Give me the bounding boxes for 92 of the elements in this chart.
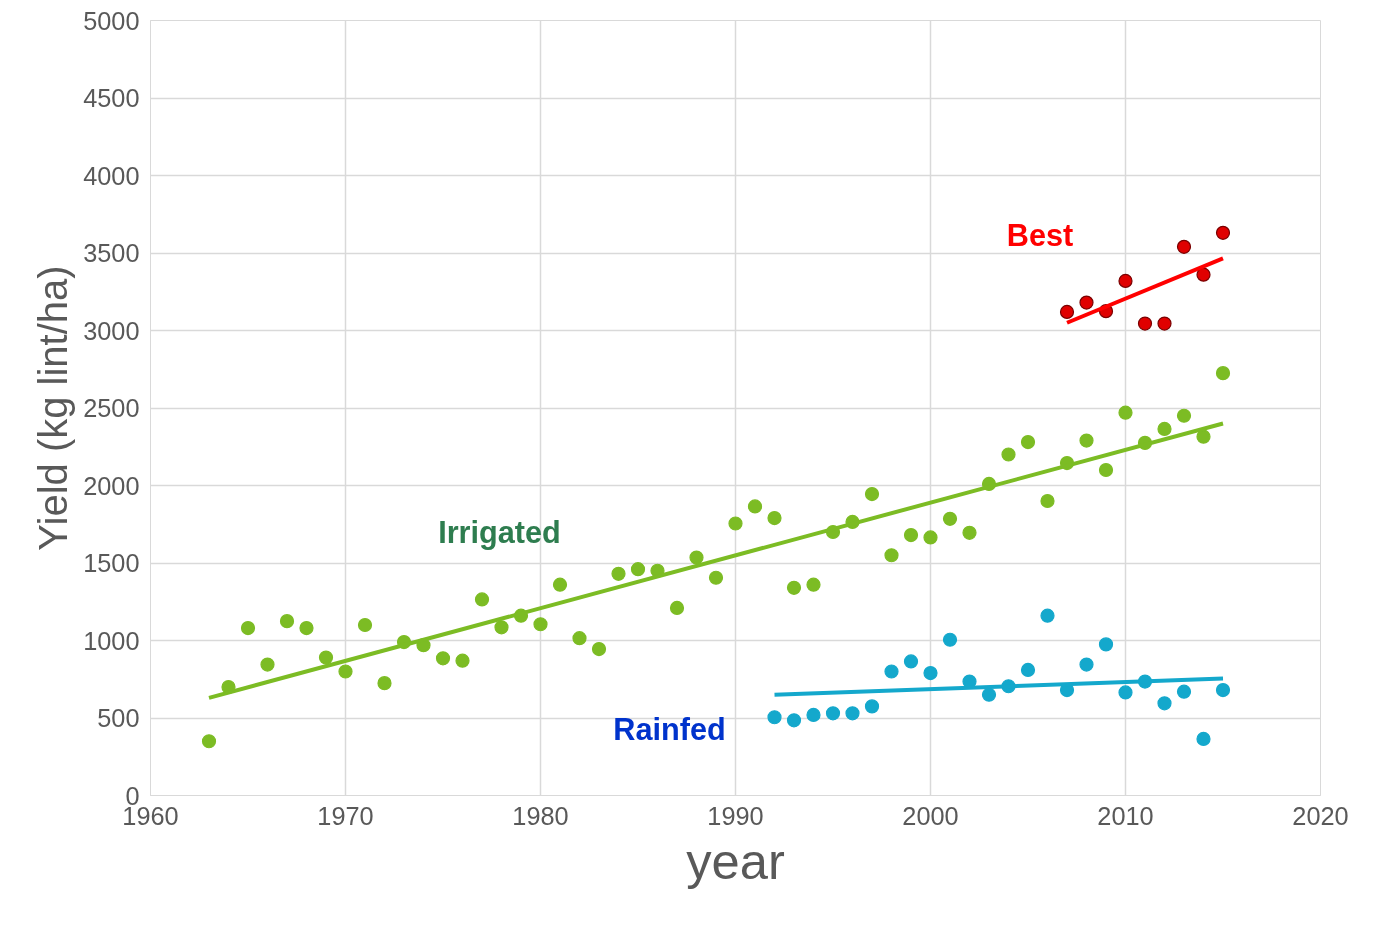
point xyxy=(942,632,958,647)
x-tick-label: 2000 xyxy=(902,801,959,830)
point xyxy=(1020,435,1036,450)
point xyxy=(1079,433,1094,448)
point xyxy=(611,566,626,581)
x-axis-title: year xyxy=(686,832,785,890)
point xyxy=(728,516,743,531)
point xyxy=(669,600,685,616)
point xyxy=(377,676,392,691)
y-tick-label: 3500 xyxy=(83,239,140,267)
point xyxy=(279,614,295,629)
x-tick-label: 1970 xyxy=(317,801,374,830)
point xyxy=(474,592,490,607)
point xyxy=(1215,225,1231,240)
point xyxy=(1079,295,1094,310)
point xyxy=(435,651,451,666)
point xyxy=(630,562,646,577)
point xyxy=(689,550,704,565)
point xyxy=(1040,608,1055,623)
y-tick-label: 2000 xyxy=(83,471,140,500)
y-tick-label: 500 xyxy=(97,704,140,732)
y-tick-label: 1000 xyxy=(83,626,140,655)
point xyxy=(1118,405,1133,420)
point xyxy=(1059,304,1075,319)
point xyxy=(1196,429,1211,444)
point xyxy=(533,617,548,632)
point xyxy=(981,687,997,702)
point xyxy=(1098,637,1114,652)
point xyxy=(903,528,919,543)
point xyxy=(455,653,470,668)
point xyxy=(1040,493,1055,509)
point xyxy=(318,650,334,665)
point xyxy=(1157,696,1172,711)
point xyxy=(767,510,782,526)
point xyxy=(1176,239,1192,254)
point xyxy=(1118,273,1133,288)
point xyxy=(1215,366,1231,381)
point xyxy=(962,525,977,540)
point xyxy=(1196,731,1211,747)
point xyxy=(1098,462,1114,478)
point xyxy=(357,617,373,633)
series-label: Rainfed xyxy=(613,712,726,747)
point xyxy=(338,664,353,679)
point xyxy=(260,657,275,672)
point xyxy=(923,665,938,681)
point xyxy=(572,631,587,646)
y-tick-label: 4000 xyxy=(83,161,140,190)
point xyxy=(201,734,217,749)
point xyxy=(1196,267,1211,282)
y-tick-label: 2500 xyxy=(83,394,140,422)
point xyxy=(591,641,607,657)
point xyxy=(884,664,899,679)
point xyxy=(786,713,802,728)
x-tick-label: 1980 xyxy=(512,801,569,830)
y-tick-label: 1500 xyxy=(83,549,140,577)
point xyxy=(786,580,802,595)
point xyxy=(825,706,841,721)
point xyxy=(1079,657,1094,672)
point xyxy=(1020,662,1036,678)
point xyxy=(1215,683,1231,698)
point xyxy=(845,706,860,721)
point xyxy=(494,620,509,635)
x-tick-label: 2010 xyxy=(1097,801,1154,830)
point xyxy=(240,621,256,636)
y-axis-title: Yield (kg lint/ha) xyxy=(31,265,76,551)
point xyxy=(942,511,958,526)
point xyxy=(884,548,899,563)
y-tick-label: 3000 xyxy=(83,316,140,345)
point xyxy=(864,486,880,502)
point xyxy=(923,530,938,545)
point xyxy=(552,577,568,592)
point xyxy=(1176,684,1192,699)
point xyxy=(903,654,919,669)
y-tick-label: 4500 xyxy=(83,84,140,112)
point xyxy=(1176,408,1192,423)
point xyxy=(299,621,314,636)
point xyxy=(1118,685,1133,700)
series-label: Irrigated xyxy=(438,515,561,551)
point xyxy=(806,707,821,722)
point xyxy=(1001,447,1016,462)
x-tick-label: 1990 xyxy=(707,801,764,830)
point xyxy=(1137,316,1153,331)
series-label: Best xyxy=(1006,217,1074,252)
point xyxy=(806,577,821,592)
x-tick-label: 2020 xyxy=(1292,801,1349,830)
point xyxy=(767,710,782,725)
point xyxy=(1157,421,1172,437)
y-tick-label: 5000 xyxy=(83,6,140,35)
point xyxy=(864,699,880,714)
point xyxy=(708,570,724,585)
point xyxy=(1157,316,1172,331)
point xyxy=(747,499,763,514)
